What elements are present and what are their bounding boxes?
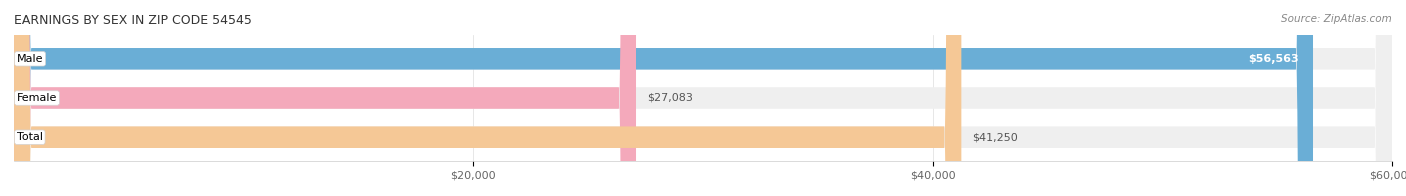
Text: Male: Male (17, 54, 44, 64)
Text: $27,083: $27,083 (647, 93, 693, 103)
FancyBboxPatch shape (14, 0, 1392, 196)
FancyBboxPatch shape (14, 0, 636, 196)
Text: Female: Female (17, 93, 58, 103)
Text: Total: Total (17, 132, 42, 142)
FancyBboxPatch shape (14, 0, 1392, 196)
Text: $56,563: $56,563 (1249, 54, 1299, 64)
FancyBboxPatch shape (14, 0, 1392, 196)
FancyBboxPatch shape (14, 0, 962, 196)
FancyBboxPatch shape (14, 0, 1313, 196)
Text: EARNINGS BY SEX IN ZIP CODE 54545: EARNINGS BY SEX IN ZIP CODE 54545 (14, 14, 252, 27)
Text: $41,250: $41,250 (973, 132, 1018, 142)
Text: Source: ZipAtlas.com: Source: ZipAtlas.com (1281, 14, 1392, 24)
